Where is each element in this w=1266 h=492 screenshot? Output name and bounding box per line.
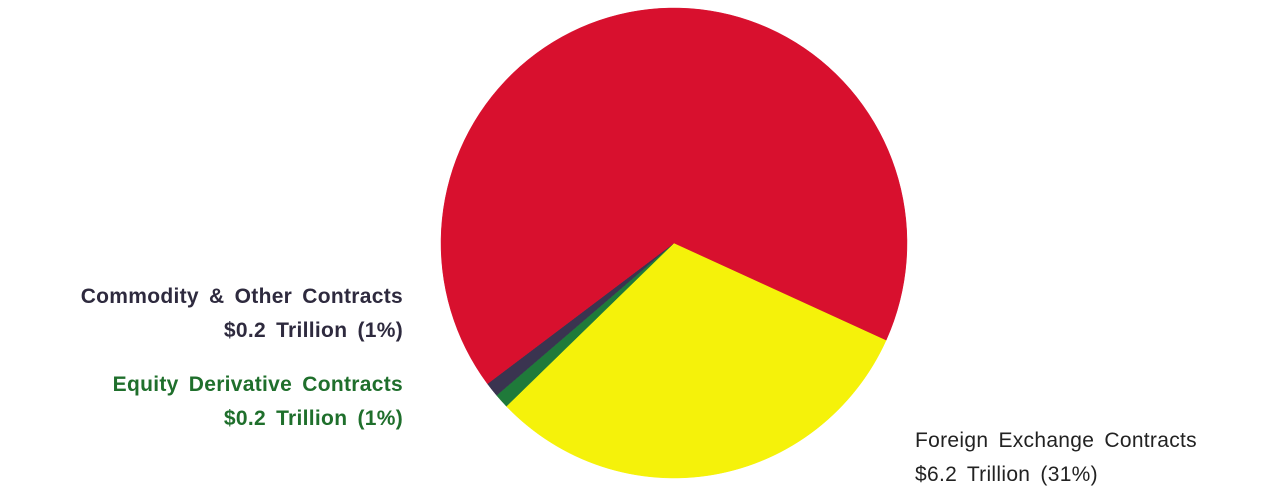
equity-label-name: Equity Derivative Contracts [112,373,403,396]
equity-label: Equity Derivative Contracts $0.2 Trillio… [0,368,403,436]
fx-label: Foreign Exchange Contracts $6.2 Trillion… [915,424,1260,492]
slice-foreign-exchange [506,242,887,479]
pie-slices [440,7,908,479]
slice-remaining [440,7,908,385]
commodity-label: Commodity & Other Contracts $0.2 Trillio… [0,280,403,348]
commodity-label-value: $0.2 Trillion (1%) [223,319,403,342]
fx-label-name: Foreign Exchange Contracts [915,429,1197,452]
equity-label-value: $0.2 Trillion (1%) [223,407,403,430]
fx-label-value: $6.2 Trillion (31%) [915,463,1098,486]
commodity-label-name: Commodity & Other Contracts [80,285,403,308]
